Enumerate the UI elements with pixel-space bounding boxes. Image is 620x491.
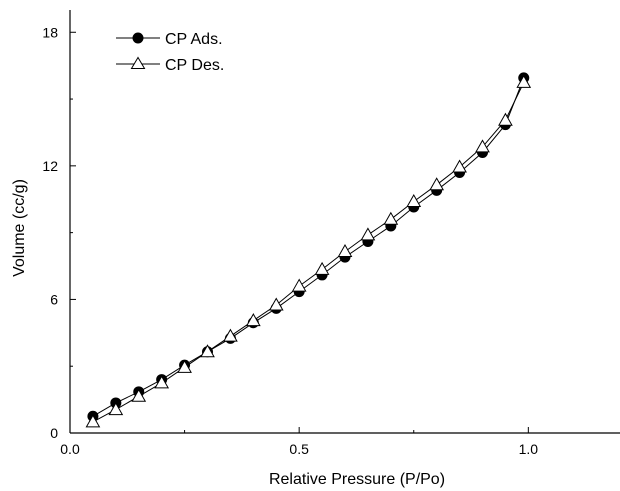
series-1-point-15 (429, 177, 445, 191)
series-1-point-6 (223, 328, 238, 342)
legend: CP Ads. CP Des. (116, 31, 224, 74)
series-layer (85, 72, 532, 428)
series-1-point-1 (108, 402, 124, 416)
series-line-1 (92, 82, 525, 423)
x-ticks: 0.0 0.5 1.0 (60, 427, 538, 457)
y-tick-label-3: 18 (42, 24, 58, 40)
legend-item-des: CP Des. (116, 56, 224, 74)
series-line-0 (92, 77, 525, 417)
series-1-point-13 (383, 211, 399, 225)
legend-item-ads: CP Ads. (116, 31, 223, 48)
series-1-point-10 (314, 261, 330, 275)
x-tick-label-1: 0.5 (289, 441, 309, 457)
y-axis-label: Volume (cc/g) (11, 179, 28, 277)
series-1-point-8 (268, 297, 284, 311)
series-1-point-5 (200, 344, 215, 358)
series-1-point-19 (516, 74, 532, 88)
legend-label-ads: CP Ads. (165, 31, 223, 48)
series-1-point-9 (291, 278, 307, 292)
x-tick-label-2: 1.0 (519, 441, 539, 457)
y-ticks: 0 6 12 18 (42, 24, 76, 441)
series-1-point-3 (154, 375, 170, 389)
x-axis-label: Relative Pressure (P/Po) (269, 471, 445, 488)
series-1-point-16 (452, 159, 467, 173)
series-1-point-12 (360, 227, 376, 241)
series-1-point-17 (475, 139, 490, 153)
legend-marker-des (130, 56, 146, 69)
y-tick-label-0: 0 (50, 425, 58, 441)
plot-area (69, 10, 620, 434)
x-tick-label-0: 0.0 (60, 441, 80, 457)
series-1-point-7 (245, 313, 261, 327)
y-tick-label-2: 12 (42, 158, 58, 174)
series-1-point-14 (406, 193, 422, 207)
legend-marker-ads (132, 32, 144, 44)
series-1-point-11 (337, 244, 353, 258)
series-1-point-0 (85, 414, 101, 428)
y-tick-label-1: 6 (50, 291, 58, 307)
legend-label-des: CP Des. (165, 57, 224, 74)
series-1-point-2 (131, 388, 147, 402)
series-1-point-18 (498, 112, 513, 126)
series-1-point-4 (177, 359, 192, 373)
